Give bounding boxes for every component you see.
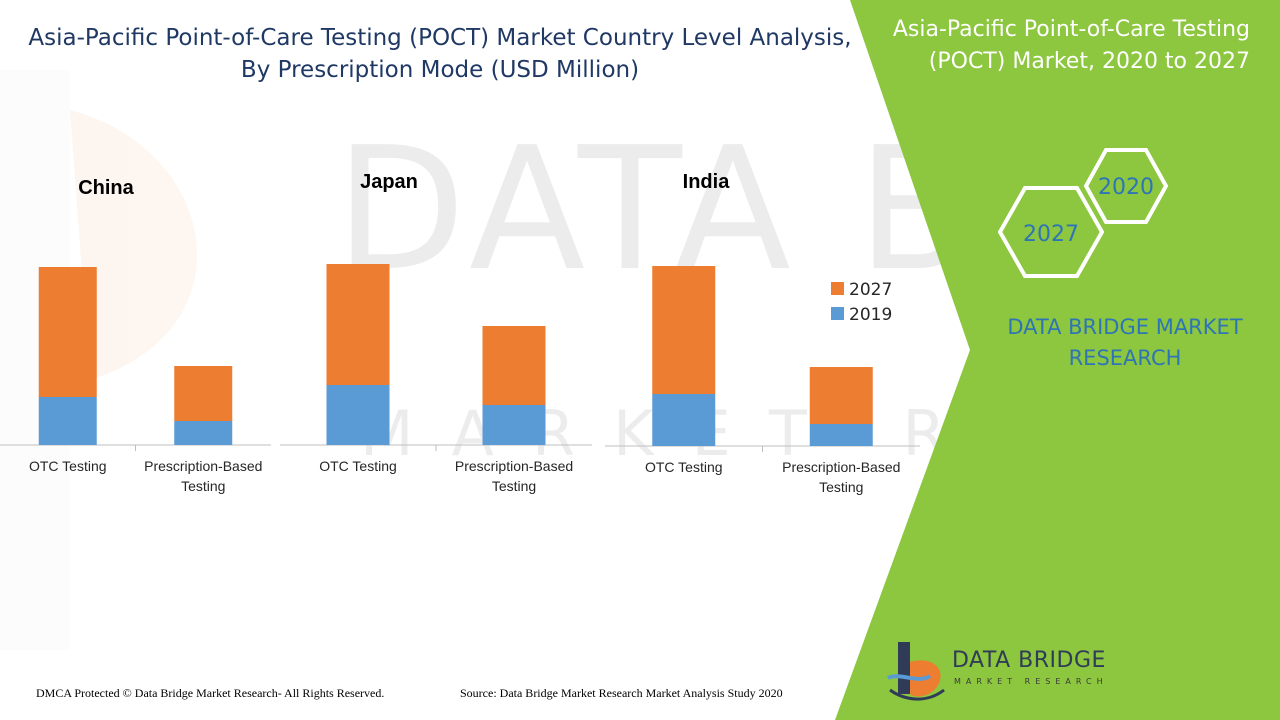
legend-swatch-2027 bbox=[831, 282, 844, 295]
bar-india-2027-0 bbox=[652, 266, 716, 394]
bar-china-2027-1 bbox=[174, 366, 233, 421]
legend-label-2027: 2027 bbox=[849, 280, 892, 300]
side-panel-title: Asia-Pacific Point-of-Care Testing (POCT… bbox=[892, 17, 1250, 74]
bar-japan-2019-0 bbox=[326, 385, 390, 445]
data-bridge-logo-mark bbox=[887, 642, 945, 701]
bar-japan-2019-1 bbox=[482, 405, 546, 445]
chart-title-japan: Japan bbox=[360, 171, 418, 193]
logo-name: DATA BRIDGE bbox=[952, 648, 1106, 673]
source-note: Source: Data Bridge Market Research Mark… bbox=[460, 686, 783, 700]
chart-title: Asia-Pacific Point-of-Care Testing (POCT… bbox=[28, 25, 852, 83]
hexagon-year-2020: 2020 bbox=[1098, 175, 1154, 200]
bar-india-2027-1 bbox=[809, 367, 873, 424]
dmca-notice: DMCA Protected © Data Bridge Market Rese… bbox=[36, 686, 385, 700]
x-tick-label-japan-1: Prescription-Based Testing bbox=[455, 458, 573, 494]
charts-area: China OTC Testing Prescription-Based Testin… bbox=[0, 171, 920, 495]
legend: 2027 2019 bbox=[831, 280, 892, 325]
bar-japan-2027-0 bbox=[326, 264, 390, 385]
legend-label-2019: 2019 bbox=[849, 305, 892, 325]
bar-japan-2027-1 bbox=[482, 326, 546, 405]
x-tick-label-india-0: OTC Testing bbox=[645, 459, 723, 475]
chart-title-india: India bbox=[683, 171, 731, 193]
bar-china-2019-0 bbox=[38, 397, 97, 445]
bar-india-2019-1 bbox=[809, 424, 873, 446]
bar-india-2019-0 bbox=[652, 394, 716, 446]
bar-china-2019-1 bbox=[174, 421, 233, 445]
watermark-logo-curve bbox=[70, 110, 198, 380]
green-side-panel bbox=[835, 0, 1280, 720]
hexagon-2027: 2027 bbox=[997, 186, 1105, 278]
bar-china-2027-0 bbox=[38, 267, 97, 397]
chart-title-china: China bbox=[78, 177, 134, 199]
hexagon-2020: 2020 bbox=[1083, 148, 1169, 224]
x-tick-label-japan-0: OTC Testing bbox=[319, 458, 397, 474]
x-tick-label-china-1: Prescription-Based Testing bbox=[144, 458, 262, 494]
logo-tagline: MARKET RESEARCH bbox=[954, 677, 1108, 686]
x-tick-label-india-1: Prescription-Based Testing bbox=[782, 459, 900, 495]
x-tick-label-china-0: OTC Testing bbox=[29, 458, 107, 474]
brand-text: DATA BRIDGE MARKET RESEARCH bbox=[1007, 315, 1243, 370]
legend-swatch-2019 bbox=[831, 307, 844, 320]
hexagon-year-2027: 2027 bbox=[1023, 222, 1079, 247]
